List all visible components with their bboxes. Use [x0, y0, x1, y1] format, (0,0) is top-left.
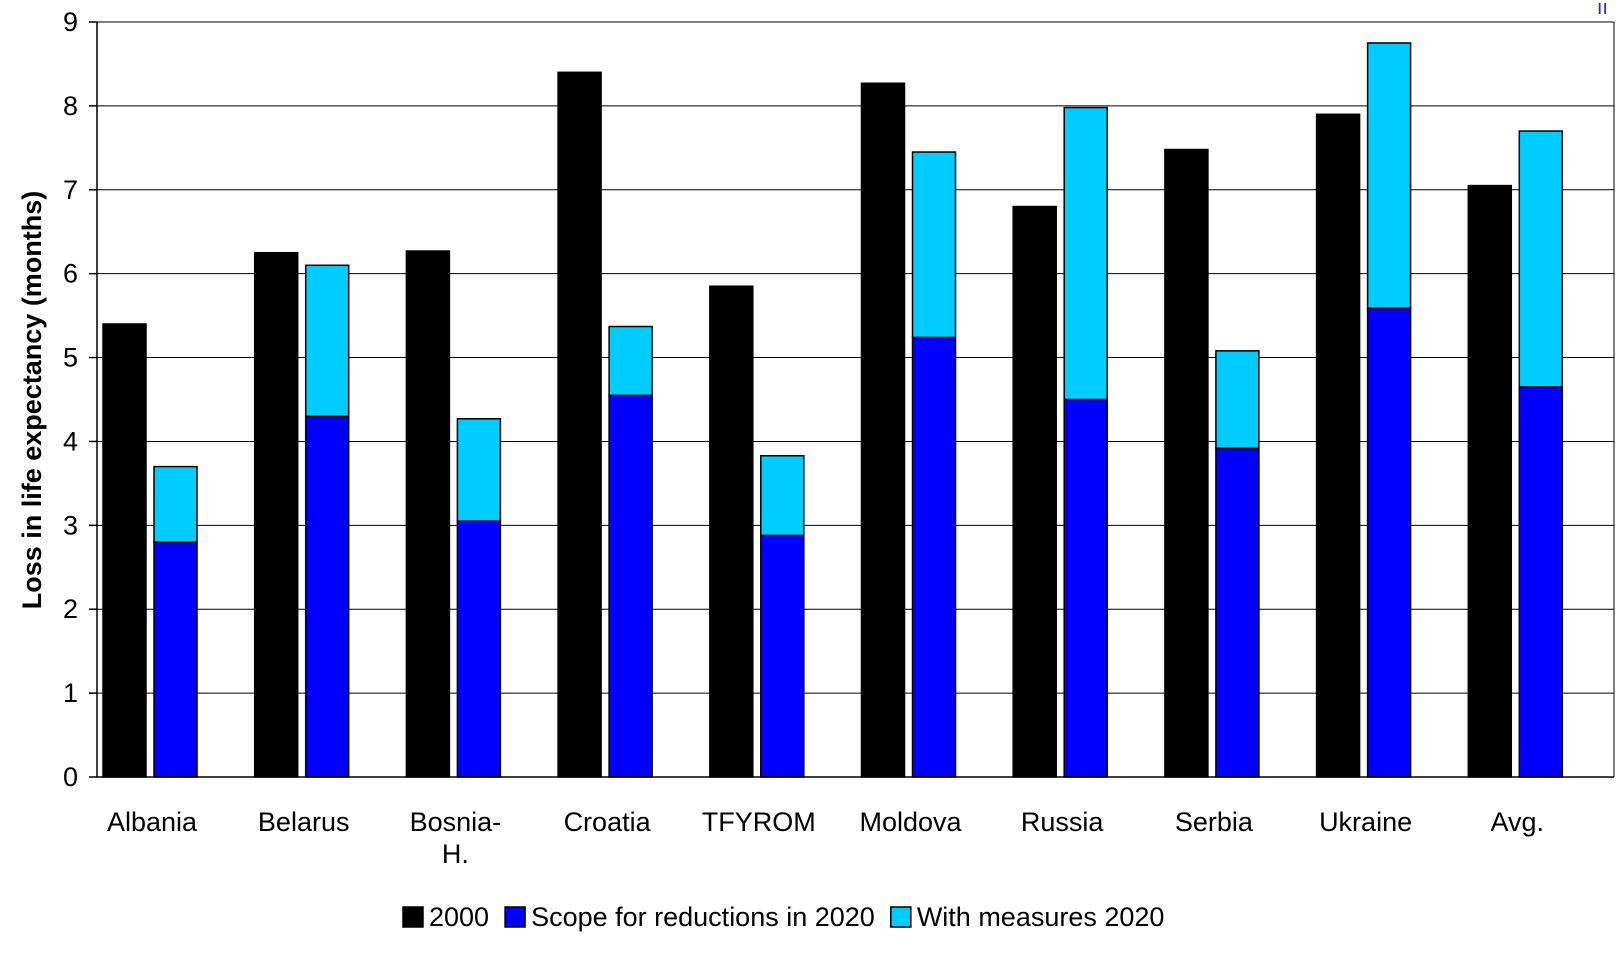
- bar-scope-for-reductions-in-2020: [608, 394, 653, 778]
- bar-scope-for-reductions-in-2020: [911, 336, 957, 778]
- bar-with-measures-2020: [456, 418, 502, 522]
- bar-with-measures-2020: [1215, 350, 1260, 449]
- axes: [89, 21, 1615, 778]
- bar-with-measures-2020: [608, 325, 653, 397]
- bar-2000: [102, 323, 147, 778]
- bar-with-measures-2020: [760, 454, 805, 537]
- bar-scope-for-reductions-in-2020: [304, 415, 350, 778]
- corner-mark: ıı: [1597, 0, 1608, 19]
- y-tick-label: 7: [63, 175, 78, 205]
- y-tick-label: 2: [63, 594, 78, 624]
- y-tick-label: 8: [63, 91, 78, 121]
- y-tick-label: 6: [63, 259, 78, 289]
- bar-with-measures-2020: [1518, 130, 1564, 388]
- bars: [102, 42, 1564, 778]
- y-tick-label: 4: [63, 426, 78, 456]
- bar-scope-for-reductions-in-2020: [153, 541, 198, 778]
- bar-scope-for-reductions-in-2020: [456, 520, 502, 778]
- y-tick-label: 3: [63, 510, 78, 540]
- bar-with-measures-2020: [911, 151, 957, 339]
- bar-scope-for-reductions-in-2020: [1366, 307, 1412, 778]
- y-tick-label: 5: [63, 343, 78, 373]
- legend-swatch: [402, 906, 424, 928]
- legend: 2000 Scope for reductions in 2020 With mea…: [402, 902, 1165, 932]
- bar-2000: [1012, 205, 1057, 778]
- bar-2000: [860, 82, 906, 778]
- legend-label: 2000: [429, 902, 489, 932]
- bar-2000: [557, 71, 602, 778]
- bar-scope-for-reductions-in-2020: [1215, 447, 1260, 778]
- legend-label: Scope for reductions in 2020: [531, 902, 875, 932]
- x-category-label: Russia: [1021, 807, 1105, 837]
- x-category-label: Avg.: [1491, 807, 1545, 837]
- legend-swatch: [890, 906, 912, 928]
- y-tick-label: 1: [63, 678, 78, 708]
- bar-with-measures-2020: [153, 465, 198, 543]
- bar-with-measures-2020: [1366, 42, 1412, 309]
- bar-with-measures-2020: [304, 264, 350, 418]
- bar-scope-for-reductions-in-2020: [760, 534, 805, 778]
- x-category-label: Ukraine: [1319, 807, 1412, 837]
- x-category-label: Albania: [107, 807, 198, 837]
- bar-2000: [253, 251, 299, 778]
- x-category-label: Croatia: [564, 807, 652, 837]
- bar-2000: [1164, 148, 1209, 778]
- legend-label: With measures 2020: [917, 902, 1165, 932]
- x-category-label: Moldova: [859, 807, 962, 837]
- y-axis-title: Loss in life expectancy (months): [17, 191, 47, 610]
- bar-2000: [405, 250, 451, 778]
- x-category-label: Bosnia-H.: [410, 807, 502, 869]
- bar-2000: [1315, 113, 1361, 778]
- x-category-label: Serbia: [1175, 807, 1254, 837]
- bar-with-measures-2020: [1063, 106, 1108, 401]
- bar-scope-for-reductions-in-2020: [1063, 398, 1108, 778]
- bar-2000: [1467, 184, 1513, 778]
- bar-2000: [709, 285, 754, 778]
- y-tick-label: 0: [63, 762, 78, 792]
- legend-swatch: [504, 906, 526, 928]
- x-category-label: Belarus: [258, 807, 350, 837]
- bar-scope-for-reductions-in-2020: [1518, 386, 1564, 778]
- y-tick-labels: 0 1 2 3 4 5 6 7 8 9: [63, 7, 78, 792]
- x-category-labels: Albania Belarus Bosnia-H. Croatia TFYROM Mold…: [107, 807, 1544, 869]
- y-tick-label: 9: [63, 7, 78, 37]
- x-category-label: TFYROM: [702, 807, 816, 837]
